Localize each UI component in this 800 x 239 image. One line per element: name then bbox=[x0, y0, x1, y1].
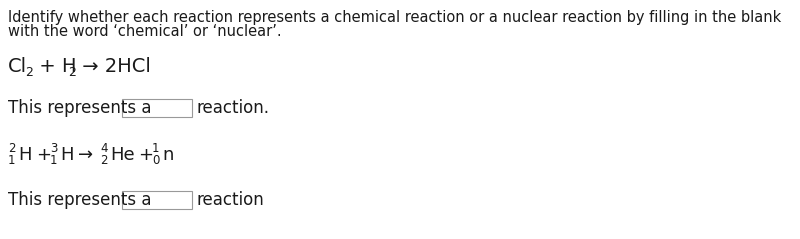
Text: 1: 1 bbox=[8, 154, 15, 168]
Text: He: He bbox=[110, 146, 134, 164]
Text: 2: 2 bbox=[100, 154, 107, 168]
Text: H: H bbox=[60, 146, 74, 164]
Text: 0: 0 bbox=[152, 154, 159, 168]
Text: This represents a: This represents a bbox=[8, 191, 151, 209]
Text: Cl: Cl bbox=[8, 58, 27, 76]
Text: Identify whether each reaction represents a chemical reaction or a nuclear react: Identify whether each reaction represent… bbox=[8, 10, 782, 25]
Text: with the word ‘chemical’ or ‘nuclear’.: with the word ‘chemical’ or ‘nuclear’. bbox=[8, 24, 282, 39]
Text: H: H bbox=[18, 146, 31, 164]
Text: 1: 1 bbox=[50, 154, 58, 168]
Text: 2: 2 bbox=[8, 142, 15, 156]
Text: 2: 2 bbox=[25, 65, 33, 78]
Text: 3: 3 bbox=[50, 142, 58, 156]
Text: 1: 1 bbox=[152, 142, 159, 156]
Text: reaction.: reaction. bbox=[197, 99, 270, 117]
Text: This represents a: This represents a bbox=[8, 99, 151, 117]
Text: 2: 2 bbox=[68, 65, 76, 78]
Text: +: + bbox=[36, 146, 51, 164]
FancyBboxPatch shape bbox=[122, 191, 192, 209]
Text: 4: 4 bbox=[100, 142, 107, 156]
Text: +: + bbox=[138, 146, 153, 164]
Text: n: n bbox=[162, 146, 174, 164]
Text: reaction: reaction bbox=[197, 191, 265, 209]
Text: → 2HCl: → 2HCl bbox=[76, 58, 151, 76]
FancyBboxPatch shape bbox=[122, 99, 192, 117]
Text: + H: + H bbox=[33, 58, 77, 76]
Text: →: → bbox=[78, 146, 93, 164]
